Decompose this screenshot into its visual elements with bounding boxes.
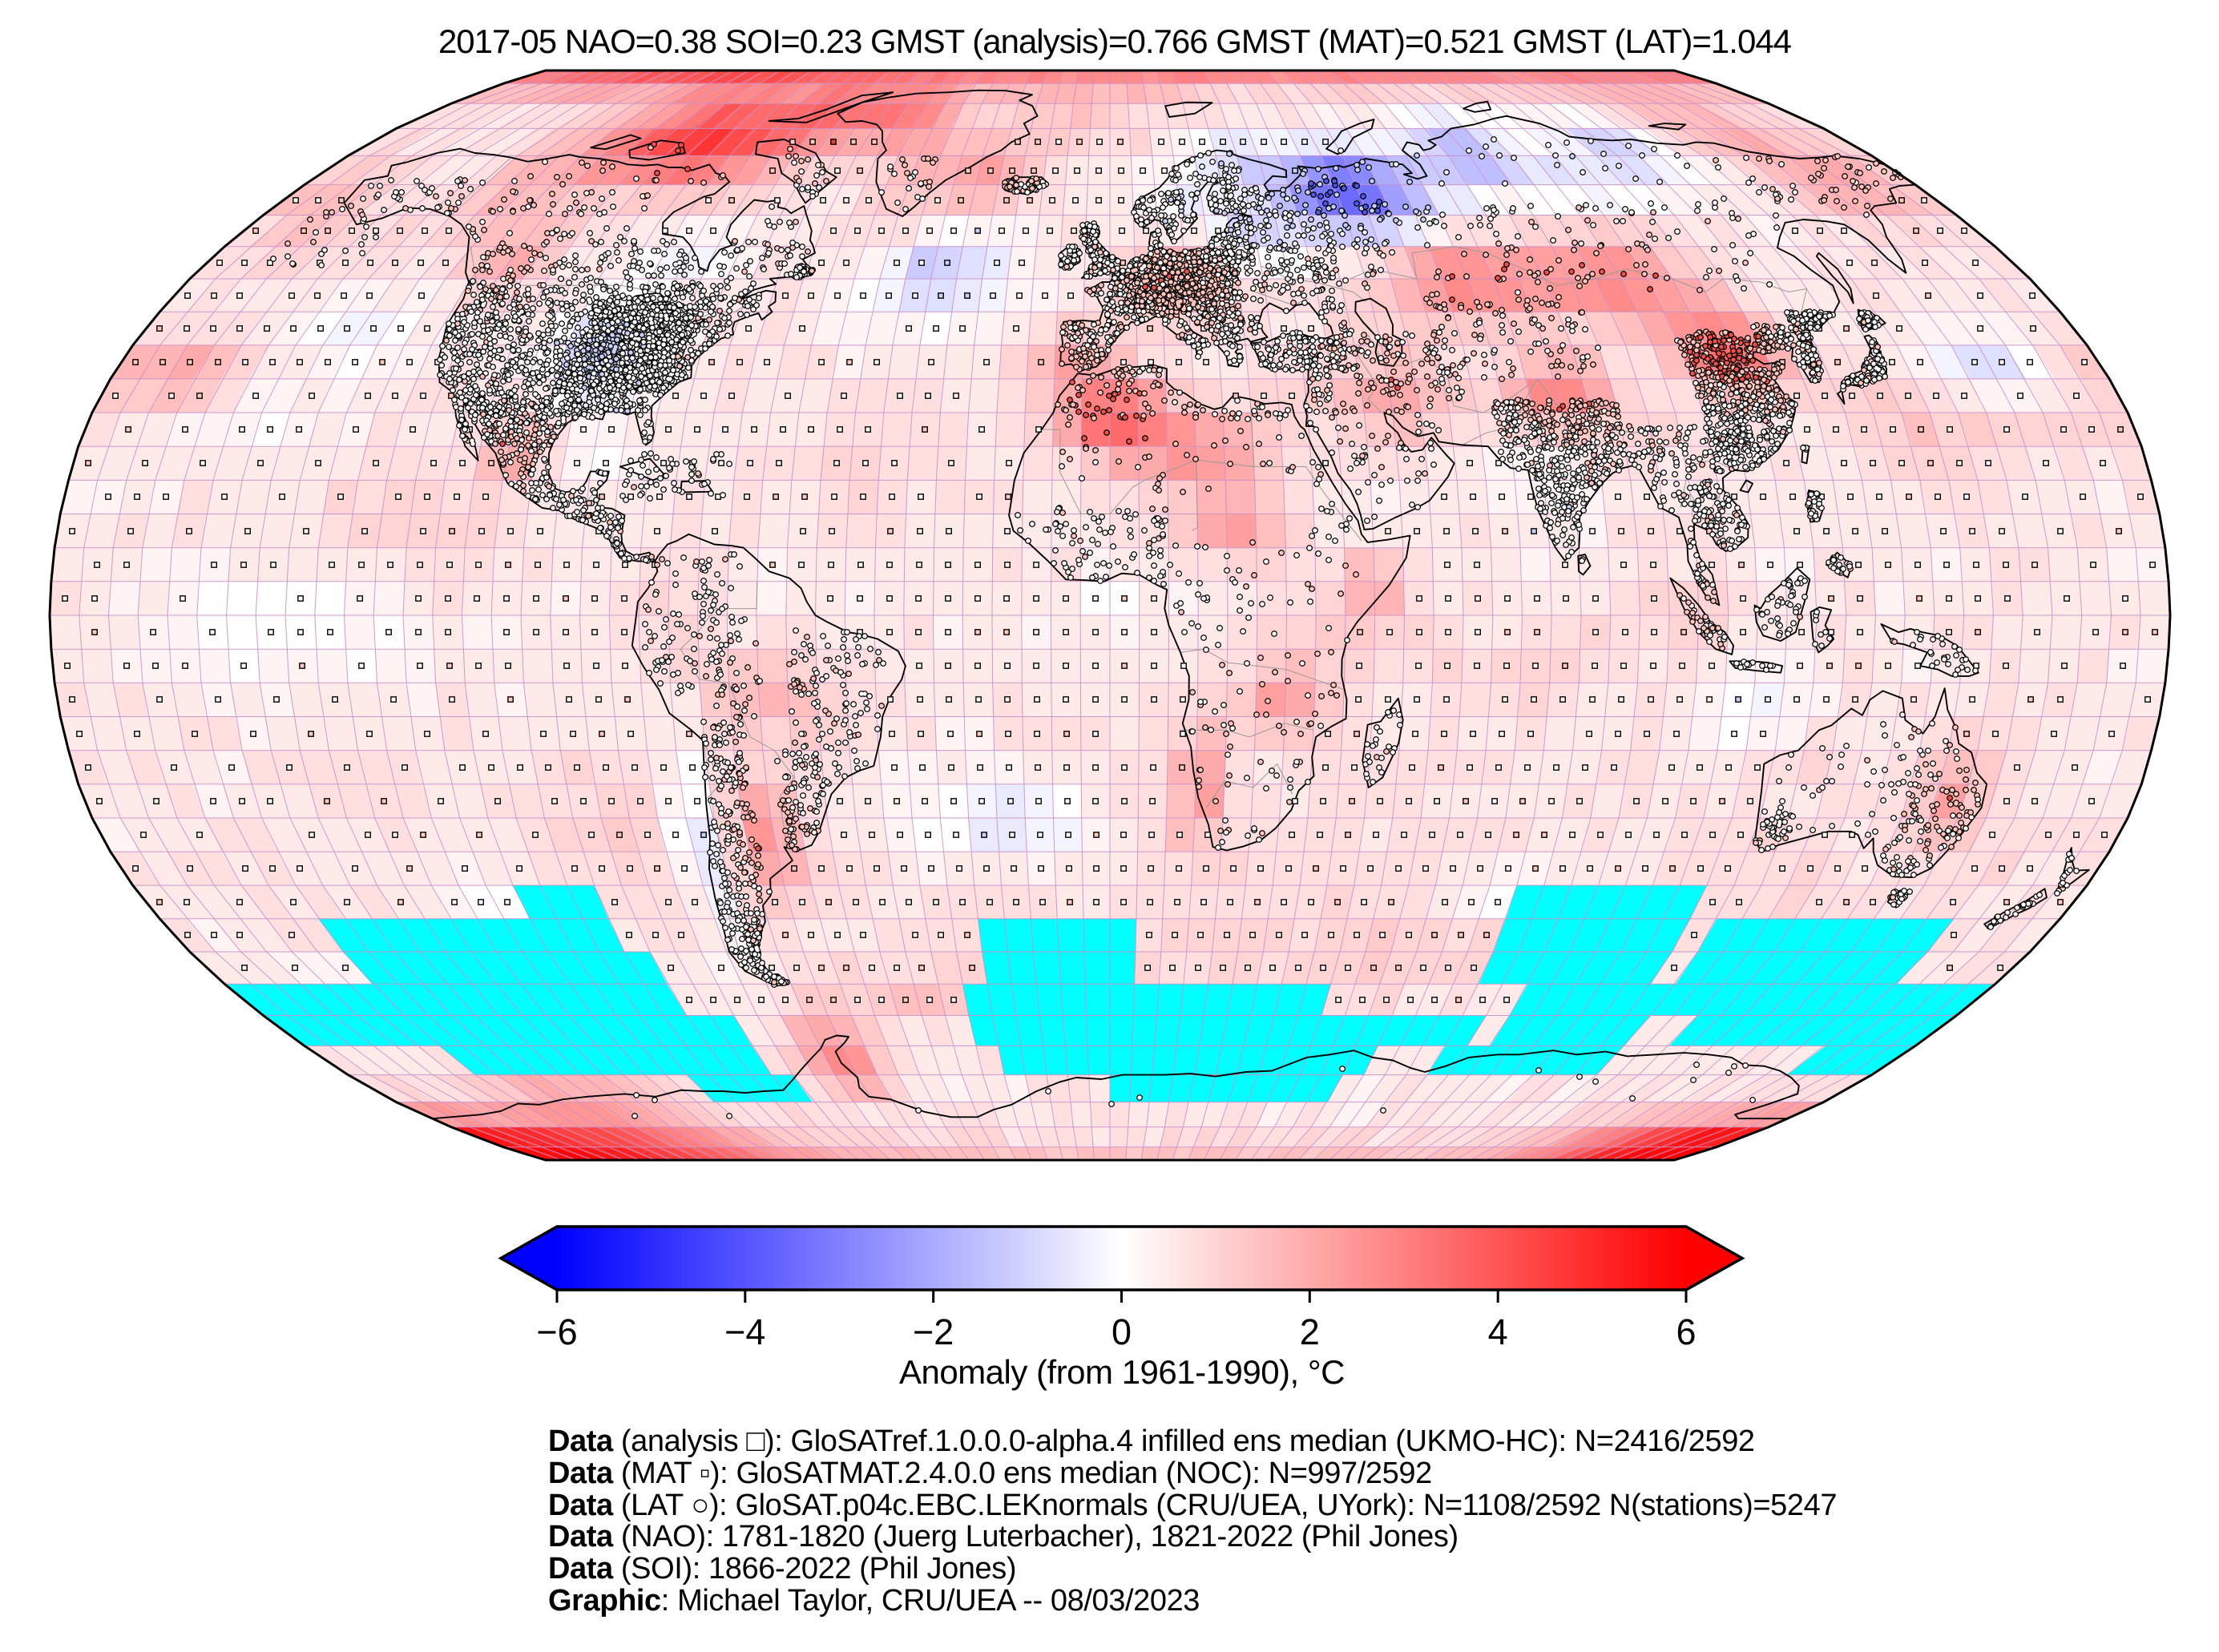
- svg-text:2: 2: [1300, 1312, 1320, 1352]
- svg-text:Anomaly (from 1961-1990), °C: Anomaly (from 1961-1990), °C: [899, 1353, 1345, 1391]
- svg-text:Data (LAT ○): GloSAT.p04c.EBC.: Data (LAT ○): GloSAT.p04c.EBC.LEKnormals…: [548, 1489, 1837, 1522]
- svg-text:−2: −2: [913, 1312, 954, 1352]
- svg-text:−6: −6: [536, 1312, 577, 1352]
- svg-text:Data (MAT ▫): GloSATMAT.2.4.0.: Data (MAT ▫): GloSATMAT.2.4.0.0 ens medi…: [548, 1457, 1432, 1490]
- svg-text:0: 0: [1112, 1312, 1132, 1352]
- svg-text:−4: −4: [724, 1312, 765, 1352]
- svg-text:Data (analysis □): GloSATref.1: Data (analysis □): GloSATref.1.0.0.0-alp…: [548, 1424, 1755, 1458]
- svg-text:Data (SOI): 1866-2022 (Phil Jo: Data (SOI): 1866-2022 (Phil Jones): [548, 1552, 1016, 1586]
- svg-text:6: 6: [1676, 1312, 1696, 1352]
- svg-text:Data (NAO): 1781-1820 (Juerg L: Data (NAO): 1781-1820 (Juerg Luterbacher…: [548, 1520, 1458, 1553]
- svg-text:Graphic: Michael Taylor, CRU/U: Graphic: Michael Taylor, CRU/UEA -- 08/0…: [548, 1584, 1200, 1618]
- svg-text:4: 4: [1488, 1312, 1508, 1352]
- svg-text:2017-05 NAO=0.38 SOI=0.23 GMST: 2017-05 NAO=0.38 SOI=0.23 GMST (analysis…: [438, 22, 1792, 60]
